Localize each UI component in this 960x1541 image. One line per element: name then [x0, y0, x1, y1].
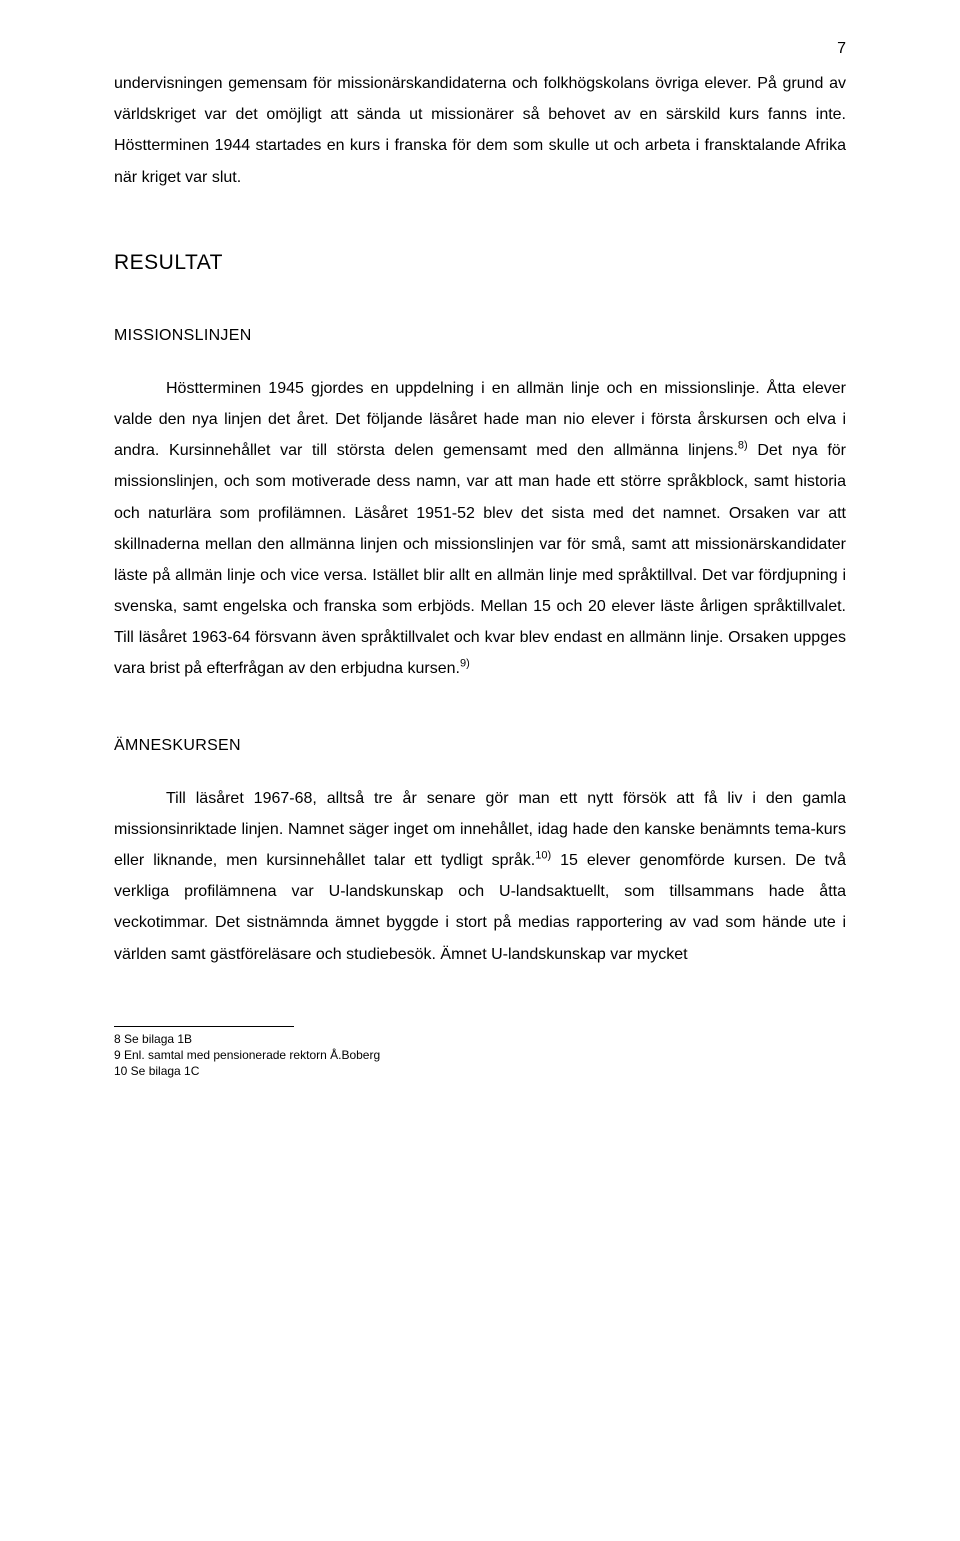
footnote-ref-8: 8)	[738, 440, 748, 452]
document-page: 7 undervisningen gemensam för missionärs…	[0, 0, 960, 1541]
footnote-ref-10: 10)	[535, 850, 551, 862]
missionslinjen-text-a: Höstterminen 1945 gjordes en uppdelning …	[114, 380, 846, 459]
footnote-8: 8 Se bilaga 1B	[114, 1031, 846, 1047]
footnotes-block: 8 Se bilaga 1B 9 Enl. samtal med pension…	[114, 1026, 846, 1080]
missionslinjen-paragraph: Höstterminen 1945 gjordes en uppdelning …	[114, 373, 846, 685]
footnote-rule	[114, 1026, 294, 1027]
heading-missionslinjen: MISSIONSLINJEN	[114, 327, 846, 345]
missionslinjen-block: Höstterminen 1945 gjordes en uppdelning …	[114, 373, 846, 685]
heading-resultat: RESULTAT	[114, 251, 846, 275]
footnote-ref-9: 9)	[460, 658, 470, 670]
page-number: 7	[837, 40, 846, 58]
intro-paragraph-block: undervisningen gemensam för missionärska…	[114, 68, 846, 193]
intro-paragraph: undervisningen gemensam för missionärska…	[114, 68, 846, 193]
footnote-9: 9 Enl. samtal med pensionerade rektorn Å…	[114, 1047, 846, 1063]
heading-amneskursen: ÄMNESKURSEN	[114, 737, 846, 755]
amneskursen-block: Till läsåret 1967-68, alltså tre år sena…	[114, 783, 846, 970]
amneskursen-paragraph: Till läsåret 1967-68, alltså tre år sena…	[114, 783, 846, 970]
footnote-10: 10 Se bilaga 1C	[114, 1063, 846, 1079]
missionslinjen-text-b: Det nya för missionslinjen, och som moti…	[114, 442, 846, 677]
